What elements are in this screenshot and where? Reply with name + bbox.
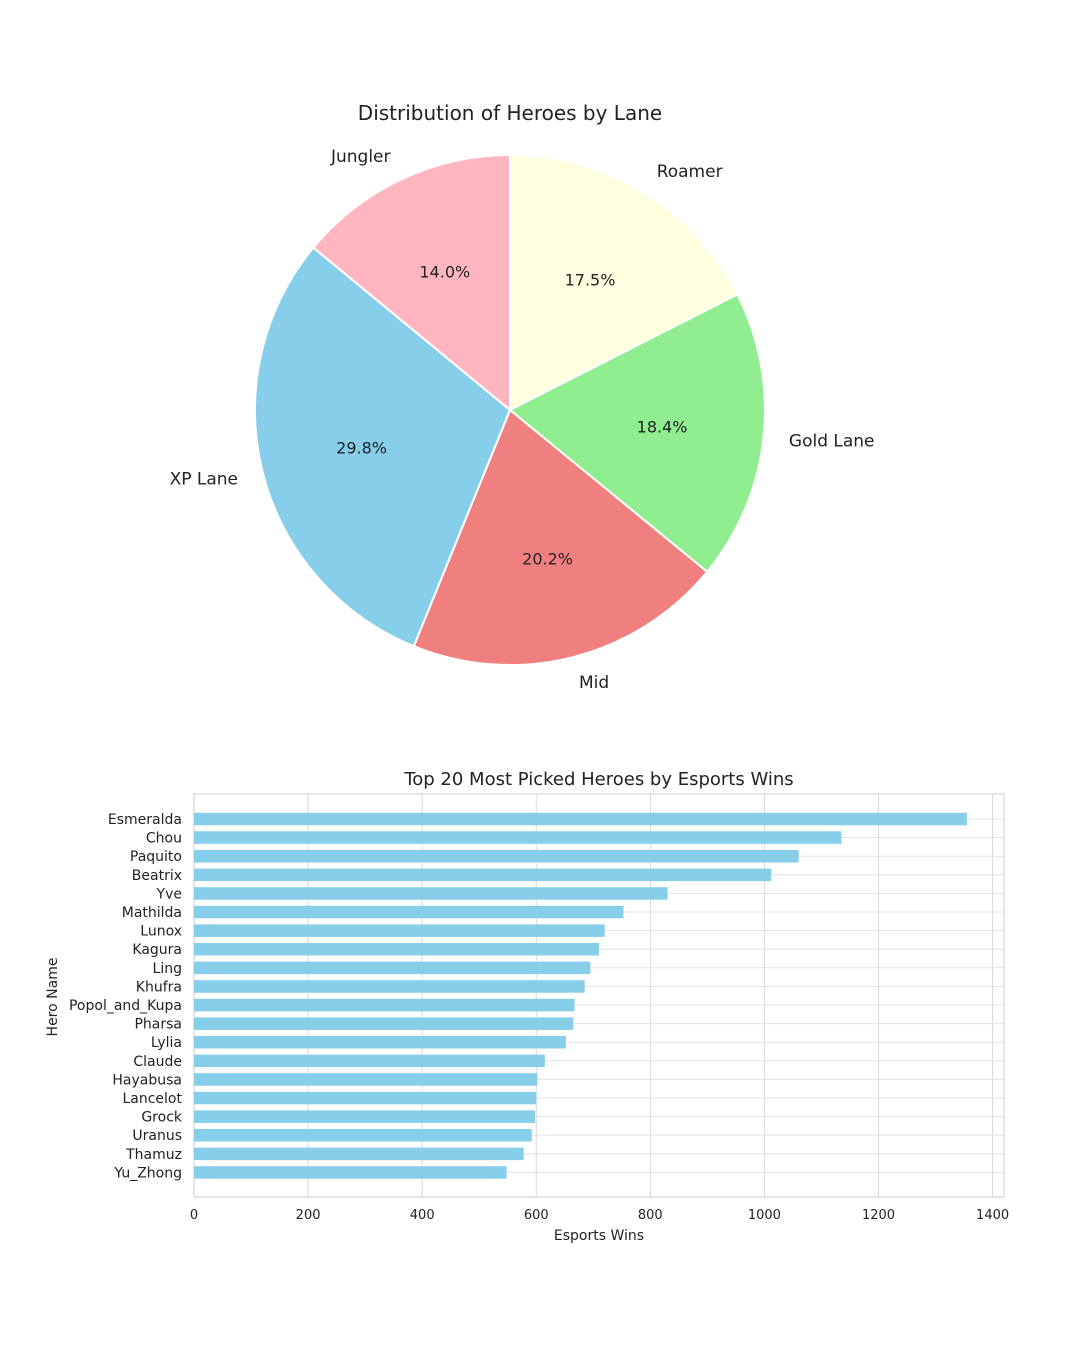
pie-slice-xp-lane (254, 246, 512, 648)
y-tick-label: Lunox (140, 924, 182, 940)
pie-category-label: Roamer (657, 162, 723, 182)
y-tick-label: Ling (153, 961, 182, 977)
x-tick-label: 1400 (976, 1208, 1009, 1223)
bar-y-axis-label: Hero Name (45, 958, 61, 1037)
y-tick-label: Lylia (151, 1035, 182, 1051)
pie-category-label: Gold Lane (789, 431, 875, 451)
pie-category-label: Mid (579, 673, 609, 693)
bar-paquito (194, 850, 799, 863)
y-tick-label: Lancelot (122, 1091, 182, 1107)
pie-percent-label: 20.2% (522, 549, 573, 568)
x-tick-label: 600 (524, 1208, 549, 1223)
pie-slice-mid (412, 408, 709, 666)
y-tick-label: Thamuz (125, 1147, 182, 1163)
pie-percent-label: 18.4% (637, 418, 688, 437)
y-tick-label: Hayabusa (112, 1072, 182, 1088)
x-tick-label: 400 (410, 1208, 435, 1223)
y-tick-label: Pharsa (134, 1017, 182, 1033)
pie-chart: Distribution of Heroes by Lane 17.5% Roam… (170, 101, 875, 693)
pie-percent-label: 17.5% (565, 271, 616, 290)
y-tick-label: Popol_and_Kupa (69, 998, 182, 1014)
bar-kagura (194, 943, 599, 956)
pie-percent-label: 29.8% (336, 438, 387, 457)
bar-lunox (194, 924, 605, 937)
bar-beatrix (194, 868, 772, 882)
x-tick-label: 800 (638, 1208, 663, 1223)
bar-mathilda (194, 905, 624, 919)
pie-category-label: XP Lane (170, 470, 238, 490)
pie-slice-jungler (311, 153, 511, 413)
y-tick-label: Chou (146, 831, 182, 847)
bar-hayabusa (194, 1073, 538, 1086)
y-tick-label: Beatrix (132, 868, 182, 884)
bar-x-axis-label: Esports Wins (554, 1228, 644, 1244)
pie-slice-roamer (509, 153, 739, 412)
x-tick-label: 0 (190, 1208, 198, 1223)
bar-esmeralda (194, 812, 967, 826)
bar-thamuz (194, 1147, 524, 1161)
y-tick-label: Kagura (132, 942, 182, 958)
pie-title: Distribution of Heroes by Lane (358, 101, 662, 125)
bar-grock (194, 1110, 536, 1123)
bar-chou (194, 831, 842, 844)
bar-title: Top 20 Most Picked Heroes by Esports Win… (403, 769, 793, 790)
bar-popol_and_kupa (194, 998, 575, 1012)
bar-khufra (194, 980, 585, 993)
bar-plot-frame (193, 793, 1005, 1198)
y-tick-label: Claude (133, 1054, 182, 1070)
pie-slice-gold-lane (508, 293, 766, 574)
bar-chart: Top 20 Most Picked Heroes by Esports Win… (45, 769, 1009, 1244)
x-tick-label: 1200 (862, 1208, 895, 1223)
bar-yu_zhong (194, 1166, 507, 1179)
bar-lancelot (194, 1091, 537, 1105)
y-tick-label: Yu_Zhong (113, 1165, 182, 1181)
y-tick-label: Mathilda (122, 905, 182, 921)
pie-percent-label: 14.0% (419, 263, 470, 282)
y-tick-label: Yve (156, 886, 182, 902)
pie-category-label: Jungler (330, 147, 391, 167)
bar-yve (194, 887, 668, 900)
bar-lylia (194, 1036, 566, 1049)
y-tick-label: Paquito (130, 849, 182, 865)
y-tick-label: Grock (141, 1110, 183, 1126)
bar-ling (194, 961, 591, 975)
bar-uranus (194, 1129, 532, 1142)
bar-claude (194, 1054, 545, 1068)
y-tick-label: Khufra (136, 979, 182, 995)
bar-pharsa (194, 1017, 574, 1030)
x-tick-label: 200 (296, 1208, 321, 1223)
x-tick-label: 1000 (748, 1208, 781, 1223)
y-tick-label: Uranus (132, 1128, 182, 1144)
y-tick-label: Esmeralda (108, 812, 182, 828)
